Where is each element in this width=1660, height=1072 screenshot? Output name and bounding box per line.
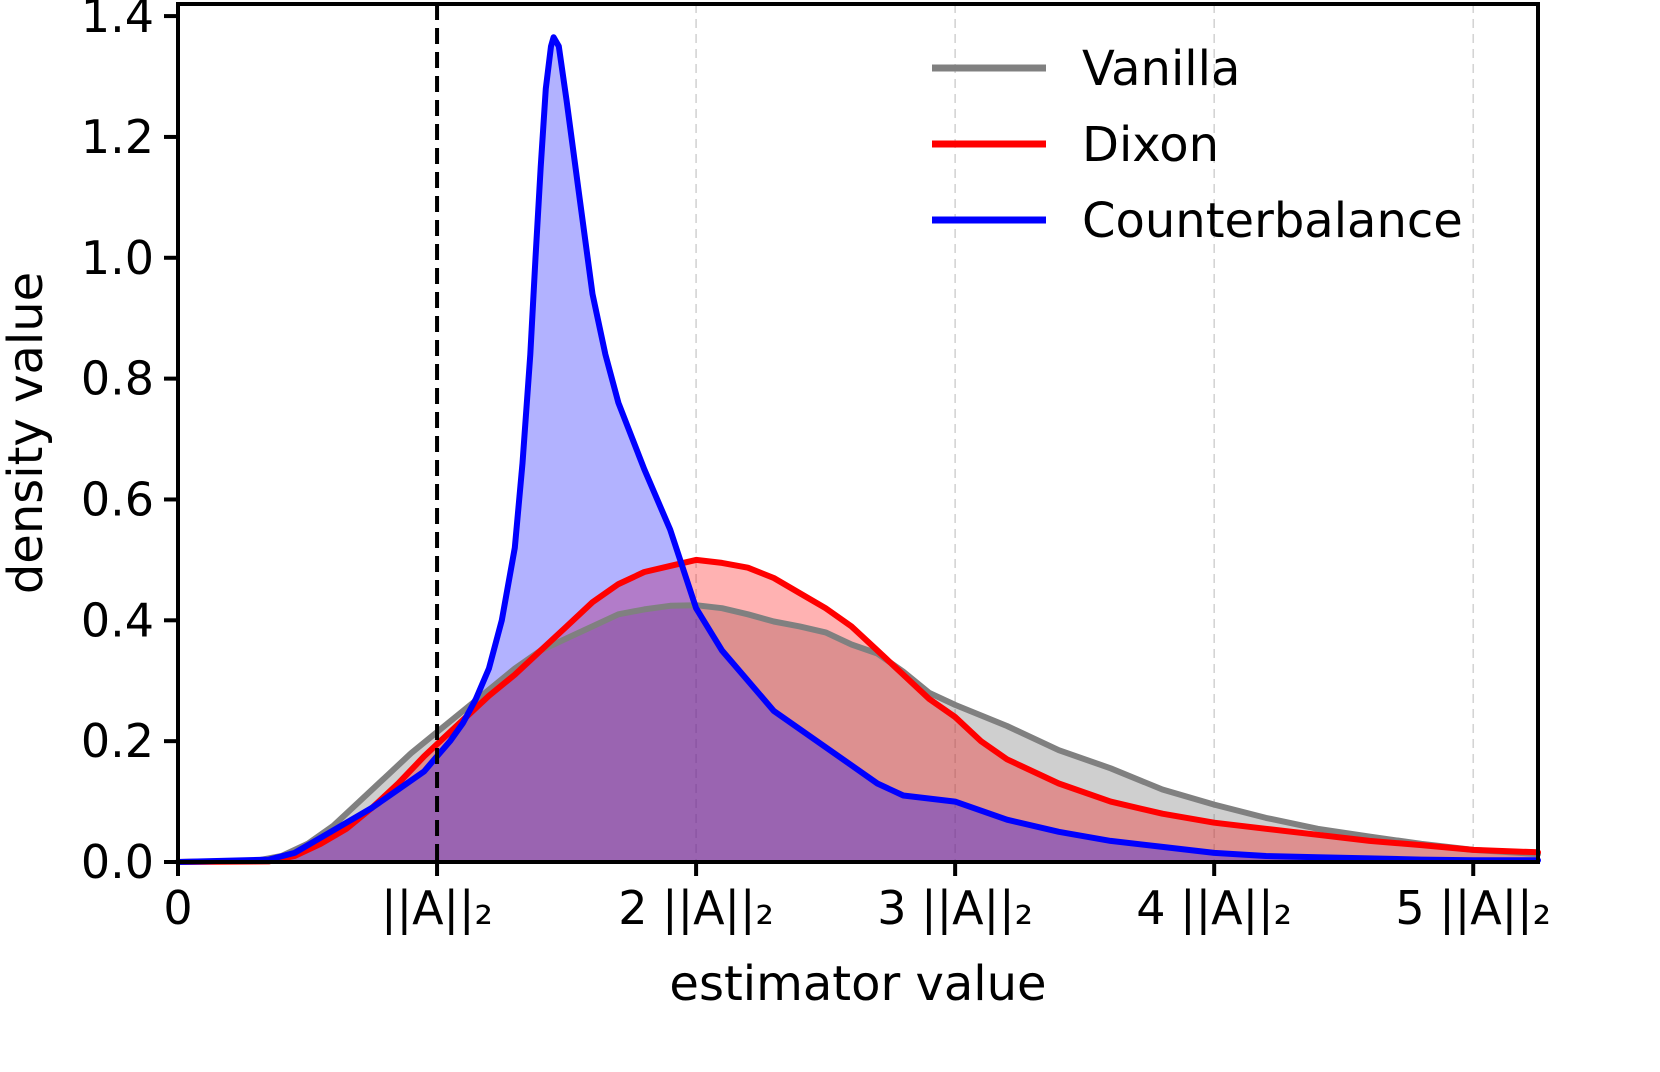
y-tick-label-2: 0.4 [81, 593, 154, 647]
y-tick-label-0: 0.0 [81, 835, 154, 889]
y-tick-label-4: 0.8 [81, 352, 154, 406]
counterbalance-area [178, 37, 1538, 862]
x-tick-label-3: 3 ||A||₂ [877, 881, 1033, 936]
legend-label-counterbalance: Counterbalance [1082, 193, 1463, 249]
vanilla-line [175, 602, 1541, 865]
legend-label-dixon: Dixon [1082, 117, 1219, 173]
x-tick-label-5: 5 ||A||₂ [1395, 881, 1551, 936]
axis-ticks: 0.0 0.2 0.4 0.6 0.8 1.0 1.2 1.4 0 ||A||₂ 2 ||A||₂ 3… [81, 0, 1551, 936]
series-lines [175, 34, 1541, 865]
dixon-area [178, 559, 1538, 862]
x-tick-label-0: 0 [163, 881, 192, 935]
x-tick-label-1: ||A||₂ [381, 881, 493, 936]
y-tick-label-5: 1.0 [81, 231, 154, 285]
legend-label-vanilla: Vanilla [1082, 41, 1240, 97]
y-tick-label-3: 0.6 [81, 472, 154, 526]
y-axis-label: density value [0, 272, 54, 594]
x-axis-label: estimator value [669, 956, 1046, 1012]
dixon-line [175, 556, 1541, 865]
x-tick-label-4: 4 ||A||₂ [1136, 881, 1292, 936]
plot-frame [176, 2, 1540, 864]
y-tick-label-7: 1.4 [81, 0, 154, 43]
x-tick-label-2: 2 ||A||₂ [618, 881, 774, 936]
legend: Vanilla Dixon Counterbalance [932, 41, 1463, 249]
counterbalance-line [175, 34, 1541, 865]
y-tick-label-6: 1.2 [81, 110, 154, 164]
y-tick-label-1: 0.2 [81, 714, 154, 768]
